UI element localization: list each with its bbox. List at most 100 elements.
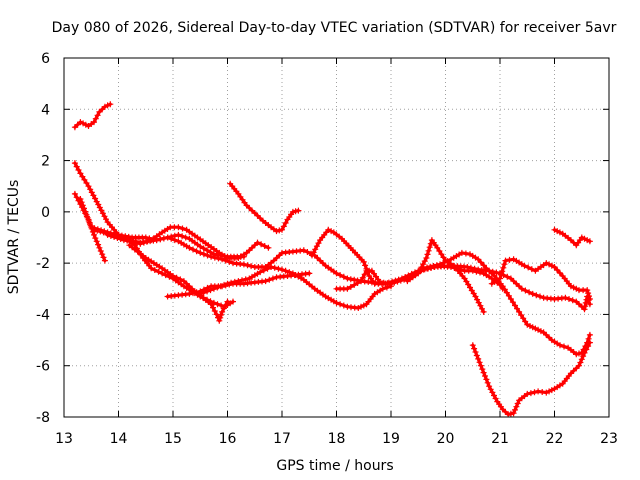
- data-point: [529, 324, 536, 331]
- data-point: [518, 312, 525, 319]
- data-point: [556, 229, 563, 236]
- data-point: [427, 240, 434, 247]
- data-point: [498, 271, 505, 278]
- data-point: [175, 231, 182, 238]
- x-tick-label: 23: [600, 431, 618, 447]
- data-point: [570, 284, 577, 291]
- data-point: [155, 268, 162, 275]
- data-point: [273, 228, 280, 235]
- data-point: [567, 283, 574, 290]
- data-point: [268, 264, 275, 270]
- data-point: [100, 254, 107, 261]
- data-point: [310, 249, 317, 256]
- data-point: [177, 276, 184, 283]
- data-point: [475, 256, 482, 263]
- data-point: [548, 262, 555, 269]
- data-point: [221, 281, 228, 288]
- data-point: [101, 103, 108, 110]
- data-point: [576, 362, 582, 369]
- data-point: [562, 294, 569, 301]
- data-point: [240, 253, 247, 260]
- data-point: [360, 258, 367, 265]
- data-point: [440, 254, 447, 261]
- data-point: [100, 229, 107, 236]
- data-point: [107, 233, 114, 239]
- data-point: [355, 305, 362, 311]
- data-point: [471, 345, 478, 352]
- data-point: [388, 280, 394, 287]
- data-markers: [71, 101, 593, 418]
- data-point: [351, 281, 358, 288]
- data-point: [193, 289, 200, 296]
- data-point: [354, 280, 361, 286]
- data-point: [92, 115, 99, 122]
- data-point: [397, 277, 404, 284]
- data-point: [482, 373, 488, 379]
- data-point: [472, 293, 479, 300]
- data-point: [197, 243, 204, 250]
- data-point: [224, 280, 231, 287]
- data-point: [104, 231, 111, 238]
- data-point: [585, 335, 592, 342]
- data-point: [265, 244, 272, 251]
- data-point: [300, 247, 307, 254]
- data-point: [522, 287, 529, 294]
- data-point: [416, 267, 423, 274]
- data-point: [516, 308, 523, 315]
- data-point: [99, 106, 106, 113]
- data-point: [286, 269, 293, 276]
- data-point: [586, 293, 592, 300]
- data-point: [585, 343, 592, 350]
- data-point: [211, 308, 218, 314]
- data-point: [217, 314, 224, 321]
- data-point: [224, 298, 231, 305]
- data-point: [497, 281, 503, 288]
- data-point: [493, 269, 500, 276]
- y-axis-label: SDTVAR / TECUs: [6, 180, 22, 295]
- data-point: [168, 233, 175, 240]
- x-tick-label: 17: [273, 431, 291, 447]
- y-tick-label: 2: [41, 154, 50, 170]
- data-point: [551, 264, 558, 270]
- data-point: [394, 278, 401, 285]
- data-point: [532, 325, 539, 332]
- data-point: [362, 262, 369, 269]
- data-point: [554, 267, 561, 273]
- data-point: [200, 245, 207, 252]
- data-point: [78, 199, 85, 206]
- x-tick-label: 20: [437, 431, 455, 447]
- data-point: [83, 211, 90, 218]
- data-point: [279, 226, 285, 233]
- data-point: [440, 259, 447, 266]
- data-point: [578, 234, 585, 241]
- data-point: [379, 285, 386, 292]
- data-point: [81, 205, 87, 212]
- x-tick-label: 19: [382, 431, 400, 447]
- data-point: [111, 234, 118, 240]
- data-point: [518, 285, 525, 292]
- data-point: [586, 301, 593, 308]
- x-tick-label: 18: [328, 431, 346, 447]
- data-point: [258, 241, 265, 248]
- data-point: [340, 302, 347, 309]
- data-point: [164, 234, 171, 241]
- data-point: [475, 355, 482, 362]
- data-point: [358, 303, 364, 310]
- data-point: [573, 285, 580, 292]
- x-tick-label: 22: [546, 431, 564, 447]
- data-point: [479, 366, 486, 373]
- data-point: [434, 244, 441, 251]
- data-point: [190, 290, 196, 297]
- data-point: [489, 389, 496, 396]
- data-point: [214, 301, 221, 308]
- data-point: [235, 278, 242, 285]
- data-point: [522, 318, 529, 325]
- gridlines: [64, 58, 609, 417]
- data-point: [425, 247, 432, 254]
- data-point: [337, 301, 344, 308]
- data-point: [537, 328, 544, 335]
- data-point: [537, 293, 543, 300]
- data-point: [504, 273, 511, 280]
- data-point: [546, 388, 553, 395]
